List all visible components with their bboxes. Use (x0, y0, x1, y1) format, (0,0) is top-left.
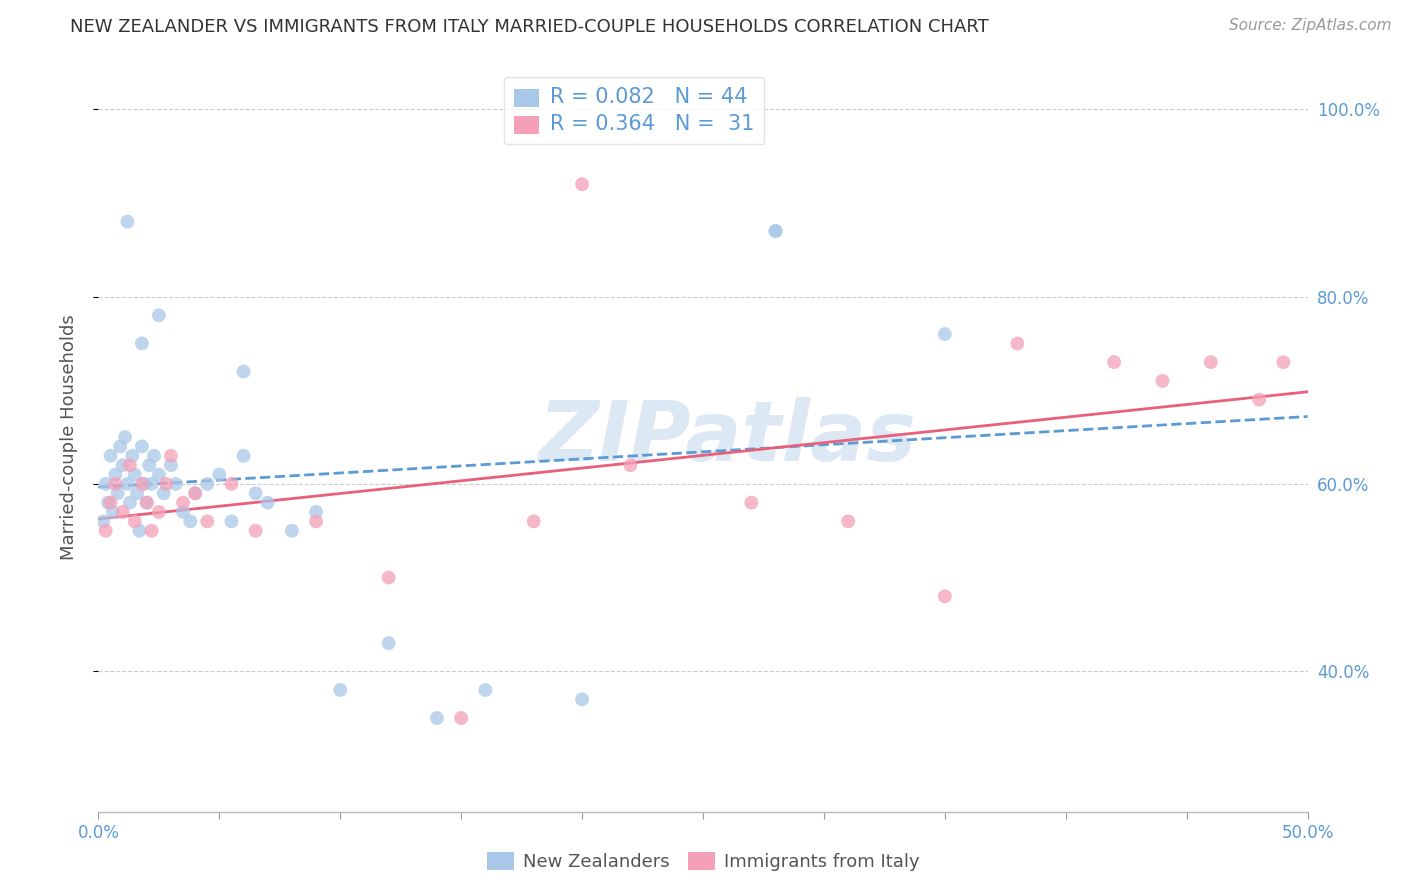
Point (245, 486, 267, 500)
Point (160, 449, 183, 463)
Point (1152, 374, 1174, 388)
Point (245, 524, 267, 538)
Point (94, 476, 117, 491)
Point (148, 308, 170, 322)
Point (765, 224, 787, 238)
Point (195, 514, 218, 528)
Point (934, 590, 956, 604)
Point (329, 683, 352, 698)
Point (128, 524, 150, 538)
Point (1249, 392, 1271, 407)
Point (934, 326, 956, 341)
Point (111, 505, 134, 519)
Text: NEW ZEALANDER VS IMMIGRANTS FROM ITALY MARRIED-COUPLE HOUSEHOLDS CORRELATION CHA: NEW ZEALANDER VS IMMIGRANTS FROM ITALY M… (70, 18, 988, 36)
Point (111, 458, 134, 473)
Point (141, 524, 163, 538)
Point (117, 215, 139, 229)
Point (523, 514, 546, 528)
Point (118, 496, 141, 510)
Point (131, 336, 153, 351)
Y-axis label: Married-couple Households: Married-couple Households (59, 314, 77, 560)
Point (100, 449, 122, 463)
Point (221, 514, 243, 528)
Point (127, 486, 149, 500)
Point (118, 458, 141, 473)
Point (571, 177, 593, 191)
Point (474, 683, 496, 698)
Point (184, 486, 207, 500)
Point (121, 449, 143, 463)
Point (221, 476, 243, 491)
Point (91, 514, 114, 528)
Point (1272, 355, 1295, 369)
Point (94, 524, 117, 538)
Point (143, 449, 166, 463)
Point (571, 692, 593, 706)
Point (131, 476, 153, 491)
Point (1199, 355, 1222, 369)
Text: ZIPatlas: ZIPatlas (538, 397, 917, 477)
Point (101, 505, 124, 519)
Point (450, 711, 472, 725)
Point (232, 449, 254, 463)
Point (256, 496, 278, 510)
Point (619, 458, 641, 473)
Point (135, 496, 157, 510)
Point (97, 496, 120, 510)
Point (124, 467, 146, 482)
Point (377, 636, 399, 650)
Point (195, 476, 218, 491)
Point (141, 476, 163, 491)
Point (104, 476, 127, 491)
Point (305, 505, 328, 519)
Point (114, 430, 136, 444)
Legend: New Zealanders, Immigrants from Italy: New Zealanders, Immigrants from Italy (479, 845, 927, 879)
Text: Source: ZipAtlas.com: Source: ZipAtlas.com (1229, 18, 1392, 33)
Point (100, 496, 122, 510)
Point (134, 476, 156, 491)
Point (108, 440, 131, 453)
Legend: R = 0.082   N = 44, R = 0.364   N =  31: R = 0.082 N = 44, R = 0.364 N = 31 (505, 77, 765, 144)
Point (107, 486, 129, 500)
Point (305, 514, 328, 528)
Point (124, 514, 146, 528)
Point (172, 505, 194, 519)
Point (148, 467, 170, 482)
Point (160, 458, 183, 473)
Point (184, 486, 207, 500)
Point (179, 514, 201, 528)
Point (740, 496, 762, 510)
Point (117, 476, 139, 491)
Point (208, 467, 231, 482)
Point (837, 514, 859, 528)
Point (281, 524, 304, 538)
Point (377, 571, 399, 585)
Point (148, 505, 170, 519)
Point (138, 458, 160, 473)
Point (155, 476, 177, 491)
Point (426, 711, 449, 725)
Point (165, 476, 187, 491)
Point (1102, 355, 1125, 369)
Point (152, 486, 174, 500)
Point (104, 467, 127, 482)
Point (232, 365, 254, 379)
Point (765, 224, 787, 238)
Point (1007, 336, 1029, 351)
Point (172, 496, 194, 510)
Point (135, 496, 157, 510)
Point (131, 440, 153, 453)
